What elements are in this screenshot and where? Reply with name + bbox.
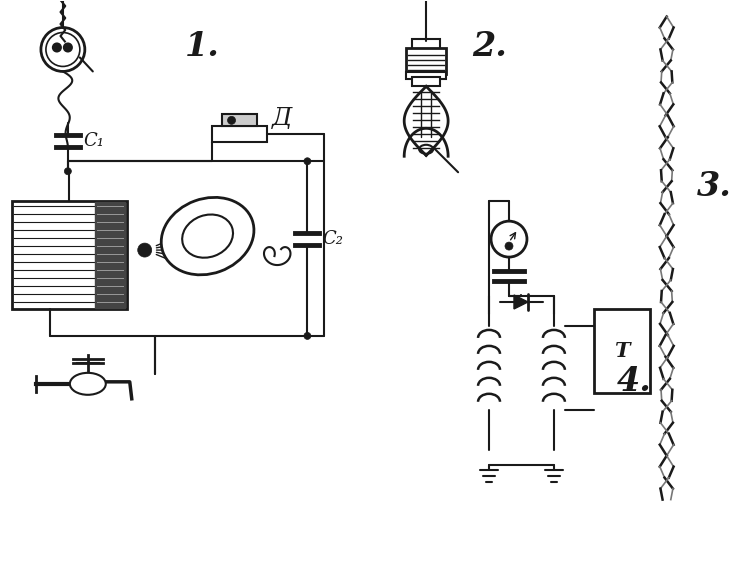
Bar xyxy=(95,202,125,308)
Bar xyxy=(594,309,650,393)
Text: C₂: C₂ xyxy=(322,230,344,248)
Circle shape xyxy=(505,242,513,250)
Ellipse shape xyxy=(161,197,254,275)
Circle shape xyxy=(64,168,72,175)
Bar xyxy=(211,126,268,142)
Circle shape xyxy=(53,43,61,51)
Bar xyxy=(406,48,446,74)
Bar xyxy=(12,201,127,309)
Bar xyxy=(412,78,440,86)
Bar xyxy=(406,72,446,79)
Text: 1.: 1. xyxy=(185,30,219,64)
Circle shape xyxy=(304,332,311,339)
Text: 3.: 3. xyxy=(697,170,732,203)
Circle shape xyxy=(137,243,151,257)
Text: C₁: C₁ xyxy=(83,133,104,150)
Circle shape xyxy=(64,43,72,51)
Text: Д: Д xyxy=(271,107,292,130)
Text: 4.: 4. xyxy=(617,365,652,398)
Ellipse shape xyxy=(183,214,233,258)
Ellipse shape xyxy=(419,145,433,154)
Bar xyxy=(222,114,257,126)
Polygon shape xyxy=(514,295,528,309)
Bar xyxy=(412,40,440,50)
Circle shape xyxy=(304,158,311,165)
Text: 2.: 2. xyxy=(472,30,507,64)
Circle shape xyxy=(228,116,236,124)
Text: T: T xyxy=(614,341,630,361)
Ellipse shape xyxy=(70,373,106,395)
